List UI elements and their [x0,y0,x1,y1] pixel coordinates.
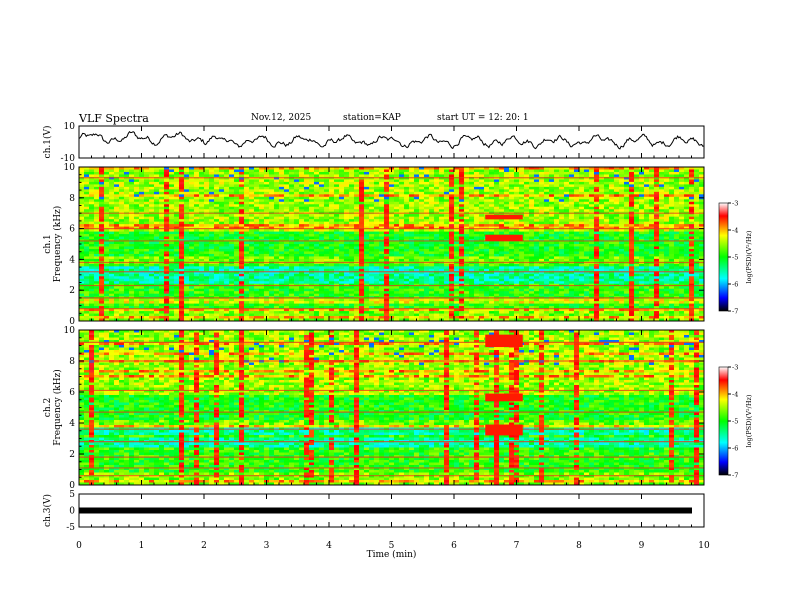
colorbar-label: log(PSD)(V²/Hz) [745,230,753,283]
spectrogram-ytick-label: 10 [64,326,76,336]
xtick-label: 4 [326,541,332,551]
xtick-label: 9 [639,541,645,551]
spectrogram-ytick-label: 4 [69,419,75,429]
ch2-spectrogram-image [79,330,705,486]
ch2-event-band [485,334,523,348]
ch1-event-band [485,234,523,241]
spectrogram-ylabel: ch.1 [43,234,53,253]
xtick-label: 1 [139,541,145,551]
ch3-ytick-label: 0 [69,507,75,517]
date-label: Nov.12, 2025 [251,113,312,123]
ch1-ytick-label: -10 [61,154,76,164]
colorbar-tick-label: -5 [732,418,738,426]
ch3-waveform-line [79,507,692,514]
ch1-spectrogram-image [79,167,705,322]
colorbar-tick-label: -7 [732,308,738,316]
ch1-waveform-line [78,130,705,150]
xaxis-label: Time (min) [367,549,417,560]
start-time-label: start UT = 12: 20: 1 [437,113,529,123]
xtick-label: 2 [201,541,207,551]
spectrogram-ytick-label: 4 [69,255,75,265]
chart-title: VLF Spectra [79,112,149,125]
spectrogram-ytick-label: 8 [69,357,75,367]
xtick-label: 5 [389,541,395,551]
spectrogram-ytick-label: 2 [69,286,75,296]
colorbar-tick-label: -6 [732,445,738,453]
spectrogram-ytick-label: 6 [69,388,75,398]
colorbar-tick-label: -6 [732,281,738,289]
xtick-label: 7 [514,541,520,551]
ch3-ytick-label: 5 [69,490,75,500]
ch1-ytick-label: 10 [64,122,76,132]
ch1-event-band [485,214,523,220]
ch2-event-band [485,393,523,402]
ch3-waveform-ylabel: ch.3(V) [42,494,53,527]
station-label: station=KAP [343,113,401,123]
colorbar-tick-label: -3 [732,364,738,372]
spectrogram-ylabel: ch.2 [43,398,53,417]
xtick-label: 3 [264,541,270,551]
xtick-label: 0 [76,541,82,551]
colorbar-tick-label: -5 [732,254,738,262]
spectrogram-ytick-label: 2 [69,450,75,460]
frequency-axis-label: Frequency (kHz) [52,369,63,446]
ch3-ytick-label: -5 [66,523,75,533]
spectrogram-ytick-label: 0 [69,317,75,327]
spectrogram-ytick-label: 10 [64,163,76,173]
colorbar-tick-label: -3 [732,200,738,208]
ch1-waveform-ylabel: ch.1(V) [42,126,53,159]
spectrogram-ytick-label: 8 [69,194,75,204]
ch2-event-band [485,424,523,436]
colorbar-tick-label: -7 [732,472,738,480]
colorbar-label: log(PSD)(V²/Hz) [745,394,753,447]
spectrogram-ytick-label: 0 [69,481,75,491]
colorbar-tick-label: -4 [732,227,738,235]
colorbar [718,366,729,476]
colorbar-tick-label: -4 [732,391,738,399]
colorbar [718,202,729,312]
frequency-axis-label: Frequency (kHz) [52,206,63,283]
xtick-label: 8 [576,541,582,551]
spectrogram-ytick-label: 6 [69,225,75,235]
xtick-label: 6 [451,541,457,551]
xtick-label: 10 [698,541,710,551]
